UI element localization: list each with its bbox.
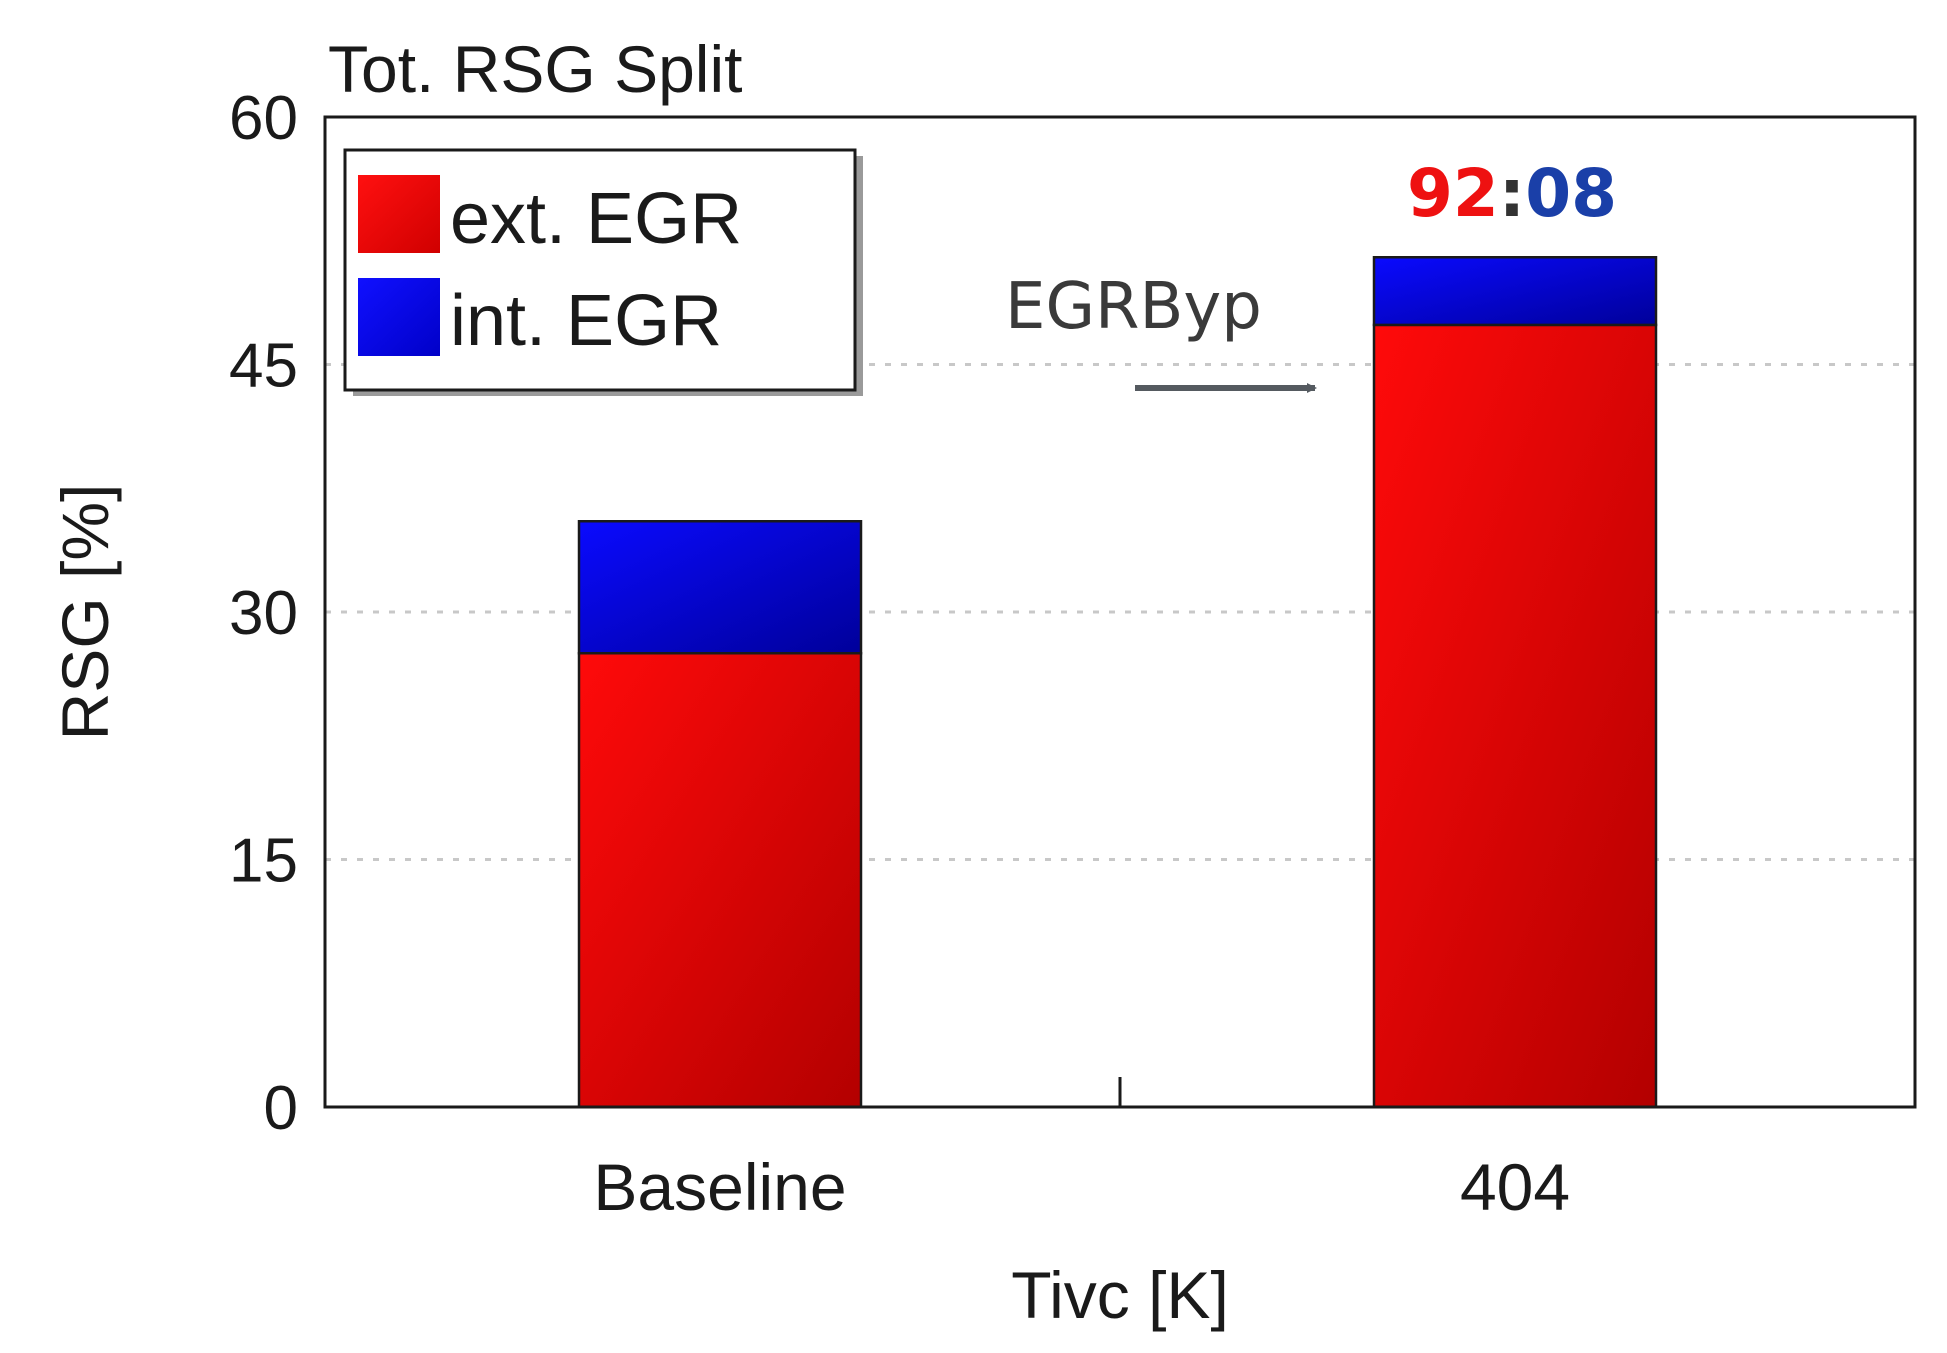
bar-segment-int-egr: [577, 520, 863, 655]
x-category-label: 404: [1460, 1150, 1570, 1224]
legend-label-ext-egr: ext. EGR: [450, 179, 742, 259]
bar-segment-int-egr: [1372, 256, 1658, 327]
egrbyp-annotation: EGRByp: [1005, 270, 1262, 344]
legend-swatch-int-egr: [358, 278, 440, 356]
split-ratio-label: 92:08: [1407, 155, 1617, 232]
split-ratio-sep: :: [1499, 155, 1525, 232]
y-tick-label: 45: [229, 332, 298, 401]
split-ratio-ext: 92: [1407, 155, 1499, 232]
x-category-label: Baseline: [593, 1150, 846, 1224]
split-ratio-int: 08: [1525, 155, 1617, 232]
y-axis-title: RSG [%]: [48, 484, 122, 741]
y-tick-labels: 0 15 30 45 60: [229, 84, 298, 1143]
legend-label-int-egr: int. EGR: [450, 281, 722, 361]
chart-title: Tot. RSG Split: [328, 32, 742, 106]
bar-segment-ext-egr: [1372, 323, 1658, 1109]
gridlines: [325, 363, 1915, 861]
bar-segment-ext-egr: [577, 652, 863, 1109]
y-tick-label: 0: [264, 1074, 298, 1143]
x-category-labels: Baseline 404: [593, 1150, 1570, 1224]
legend: ext. EGR int. EGR: [343, 148, 863, 396]
x-axis-title: Tivc [K]: [1011, 1258, 1229, 1332]
y-tick-label: 30: [229, 579, 298, 648]
y-tick-label: 60: [229, 84, 298, 153]
y-tick-label: 15: [229, 827, 298, 896]
bars: [577, 256, 1658, 1109]
legend-swatch-ext-egr: [358, 175, 440, 253]
